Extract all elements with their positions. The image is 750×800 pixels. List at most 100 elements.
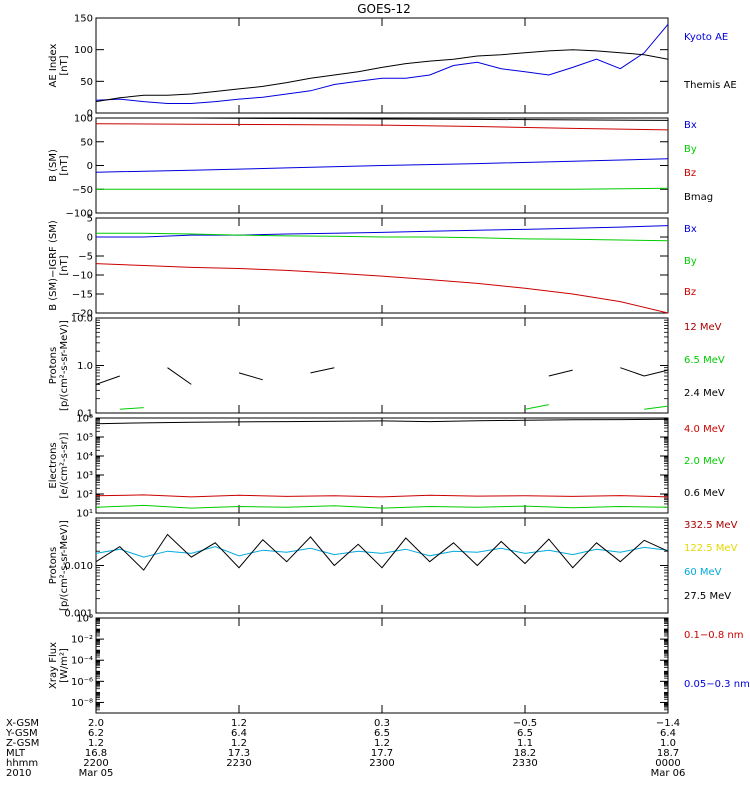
ytick-label: 50 bbox=[80, 77, 93, 88]
series-line bbox=[119, 404, 669, 410]
xaxis-value: 6.5 bbox=[374, 728, 390, 739]
xaxis-value: 2230 bbox=[226, 758, 251, 769]
ytick-label: 10¹ bbox=[76, 509, 93, 520]
legend-entry: 0.6 MeV bbox=[684, 488, 725, 499]
legend-entry: Themis AE bbox=[683, 80, 737, 91]
legend-entry: 4.0 MeV bbox=[684, 424, 725, 435]
xaxis-value: 6.4 bbox=[231, 728, 247, 739]
xaxis-row-label: 2010 bbox=[6, 768, 31, 779]
legend-entry: By bbox=[684, 144, 697, 155]
series-line bbox=[95, 123, 669, 131]
xaxis-value: Mar 05 bbox=[79, 768, 114, 779]
ytick-label: 5 bbox=[87, 214, 93, 225]
legend-entry: 12 MeV bbox=[684, 322, 722, 333]
xaxis-value: 1.2 bbox=[88, 738, 104, 749]
panel-frame bbox=[95, 517, 669, 614]
legend-entry: By bbox=[684, 256, 697, 267]
ytick-label: −10 bbox=[72, 271, 93, 282]
panel-frame bbox=[95, 617, 669, 714]
panel-frame bbox=[95, 17, 669, 114]
ytick-label: 10⁻⁶ bbox=[71, 677, 93, 688]
xaxis-value: 2200 bbox=[83, 758, 108, 769]
panel-frame bbox=[95, 417, 669, 514]
series-line bbox=[96, 225, 669, 238]
panel-7: 10⁻⁸ 10⁻⁶ 10⁻⁴ 10⁻² 10⁰ Xray Flux[W/m²] 0.1−0.… bbox=[48, 614, 750, 714]
series-line bbox=[95, 494, 669, 498]
xaxis-value: 6.5 bbox=[517, 728, 533, 739]
xaxis-value: 2.0 bbox=[88, 718, 104, 729]
legend-entry: Bz bbox=[684, 287, 696, 298]
series-line bbox=[95, 158, 669, 173]
ytick-label: 10³ bbox=[76, 471, 93, 482]
xaxis-value: 18.7 bbox=[657, 748, 679, 759]
series-line bbox=[95, 367, 669, 385]
ylabel: AE Index[nT] bbox=[48, 43, 70, 87]
xaxis-value: −0.5 bbox=[513, 718, 537, 729]
series-line bbox=[95, 49, 669, 103]
legend-entry: 2.0 MeV bbox=[684, 456, 725, 467]
ytick-label: −20 bbox=[72, 309, 93, 320]
ytick-label: 10⁻⁴ bbox=[71, 656, 93, 667]
legend-entry: 122.5 MeV bbox=[684, 543, 738, 554]
chart-title: GOES-12 bbox=[357, 2, 411, 16]
panel-1: 0 50 100 150 AE Index[nT] Kyoto AE Themis AE bbox=[48, 14, 737, 120]
xaxis-value: Mar 06 bbox=[651, 768, 686, 779]
xaxis-value: 6.2 bbox=[88, 728, 104, 739]
xaxis-value: 16.8 bbox=[85, 748, 107, 759]
legend-entry: 6.5 MeV bbox=[684, 355, 725, 366]
ytick-label: 150 bbox=[74, 14, 93, 25]
xaxis-value: 17.7 bbox=[371, 748, 393, 759]
legend-entry: 0.1−0.8 nm bbox=[684, 630, 743, 641]
xaxis-value: 1.2 bbox=[374, 738, 390, 749]
legend-entry: 60 MeV bbox=[684, 567, 722, 578]
series-line bbox=[95, 533, 669, 571]
ytick-label: 0.1 bbox=[77, 409, 93, 420]
legend-entry: 2.4 MeV bbox=[684, 388, 725, 399]
ytick-label: 50 bbox=[80, 137, 93, 148]
series-line bbox=[96, 117, 669, 121]
ytick-label: 0 bbox=[87, 109, 93, 120]
xaxis-row-label: Z-GSM bbox=[6, 738, 39, 749]
ytick-label: 10² bbox=[76, 490, 93, 501]
ytick-label: 10⁴ bbox=[76, 452, 93, 463]
ylabel: Protons[p/(cm²-s-sr-MeV)] bbox=[48, 520, 70, 611]
ytick-label: −15 bbox=[72, 290, 93, 301]
ytick-label: 10⁰ bbox=[76, 614, 93, 625]
ytick-label: 0 bbox=[87, 233, 93, 244]
series-line bbox=[96, 232, 669, 242]
xaxis-value: 1.1 bbox=[517, 738, 533, 749]
ytick-label: 10⁵ bbox=[76, 433, 93, 444]
ylabel: B (SM)−IGRF (SM)[nT] bbox=[48, 220, 70, 311]
ytick-label: 0 bbox=[87, 161, 93, 172]
ylabel: B (SM)[nT] bbox=[48, 149, 70, 182]
ytick-label: 100 bbox=[74, 45, 93, 56]
series-line bbox=[96, 187, 669, 190]
xaxis-row-label: Y-GSM bbox=[5, 728, 38, 739]
xaxis-value: −1.4 bbox=[656, 718, 680, 729]
xaxis-value: 2330 bbox=[512, 758, 537, 769]
legend-entry: 27.5 MeV bbox=[684, 591, 731, 602]
ytick-label: 100 bbox=[74, 114, 93, 125]
panel-2: −100 −50 0 50 100 B (SM)[nT] Bx By Bz Bmag bbox=[48, 114, 713, 220]
series-line bbox=[95, 23, 669, 104]
legend-entry: Bz bbox=[684, 168, 696, 179]
ylabel: Protons[p/(cm²-s-sr-MeV)] bbox=[48, 320, 70, 411]
ytick-label: 0.001 bbox=[64, 609, 93, 620]
series-line bbox=[95, 263, 669, 314]
xaxis-row-label: hhmm bbox=[6, 758, 38, 769]
xaxis-value: 1.2 bbox=[231, 738, 247, 749]
legend-entry: 332.5 MeV bbox=[684, 520, 738, 531]
xaxis-row-label: MLT bbox=[6, 748, 26, 759]
ytick-label: −5 bbox=[78, 252, 93, 263]
legend-entry: Bx bbox=[684, 120, 697, 131]
ytick-label: −100 bbox=[66, 209, 93, 220]
panel-frame bbox=[95, 317, 669, 414]
ytick-label: 10⁶ bbox=[76, 414, 93, 425]
series-line bbox=[95, 546, 669, 558]
ytick-label: 10⁻⁸ bbox=[71, 698, 93, 709]
xaxis-value: 0000 bbox=[655, 758, 680, 769]
panel-5: 10¹ 10² 10³ 10⁴ 10⁵ 10⁶ Electrons[e/(cm²-s-sr)… bbox=[48, 414, 725, 520]
legend-entry: 0.05−0.3 nm bbox=[684, 679, 750, 690]
